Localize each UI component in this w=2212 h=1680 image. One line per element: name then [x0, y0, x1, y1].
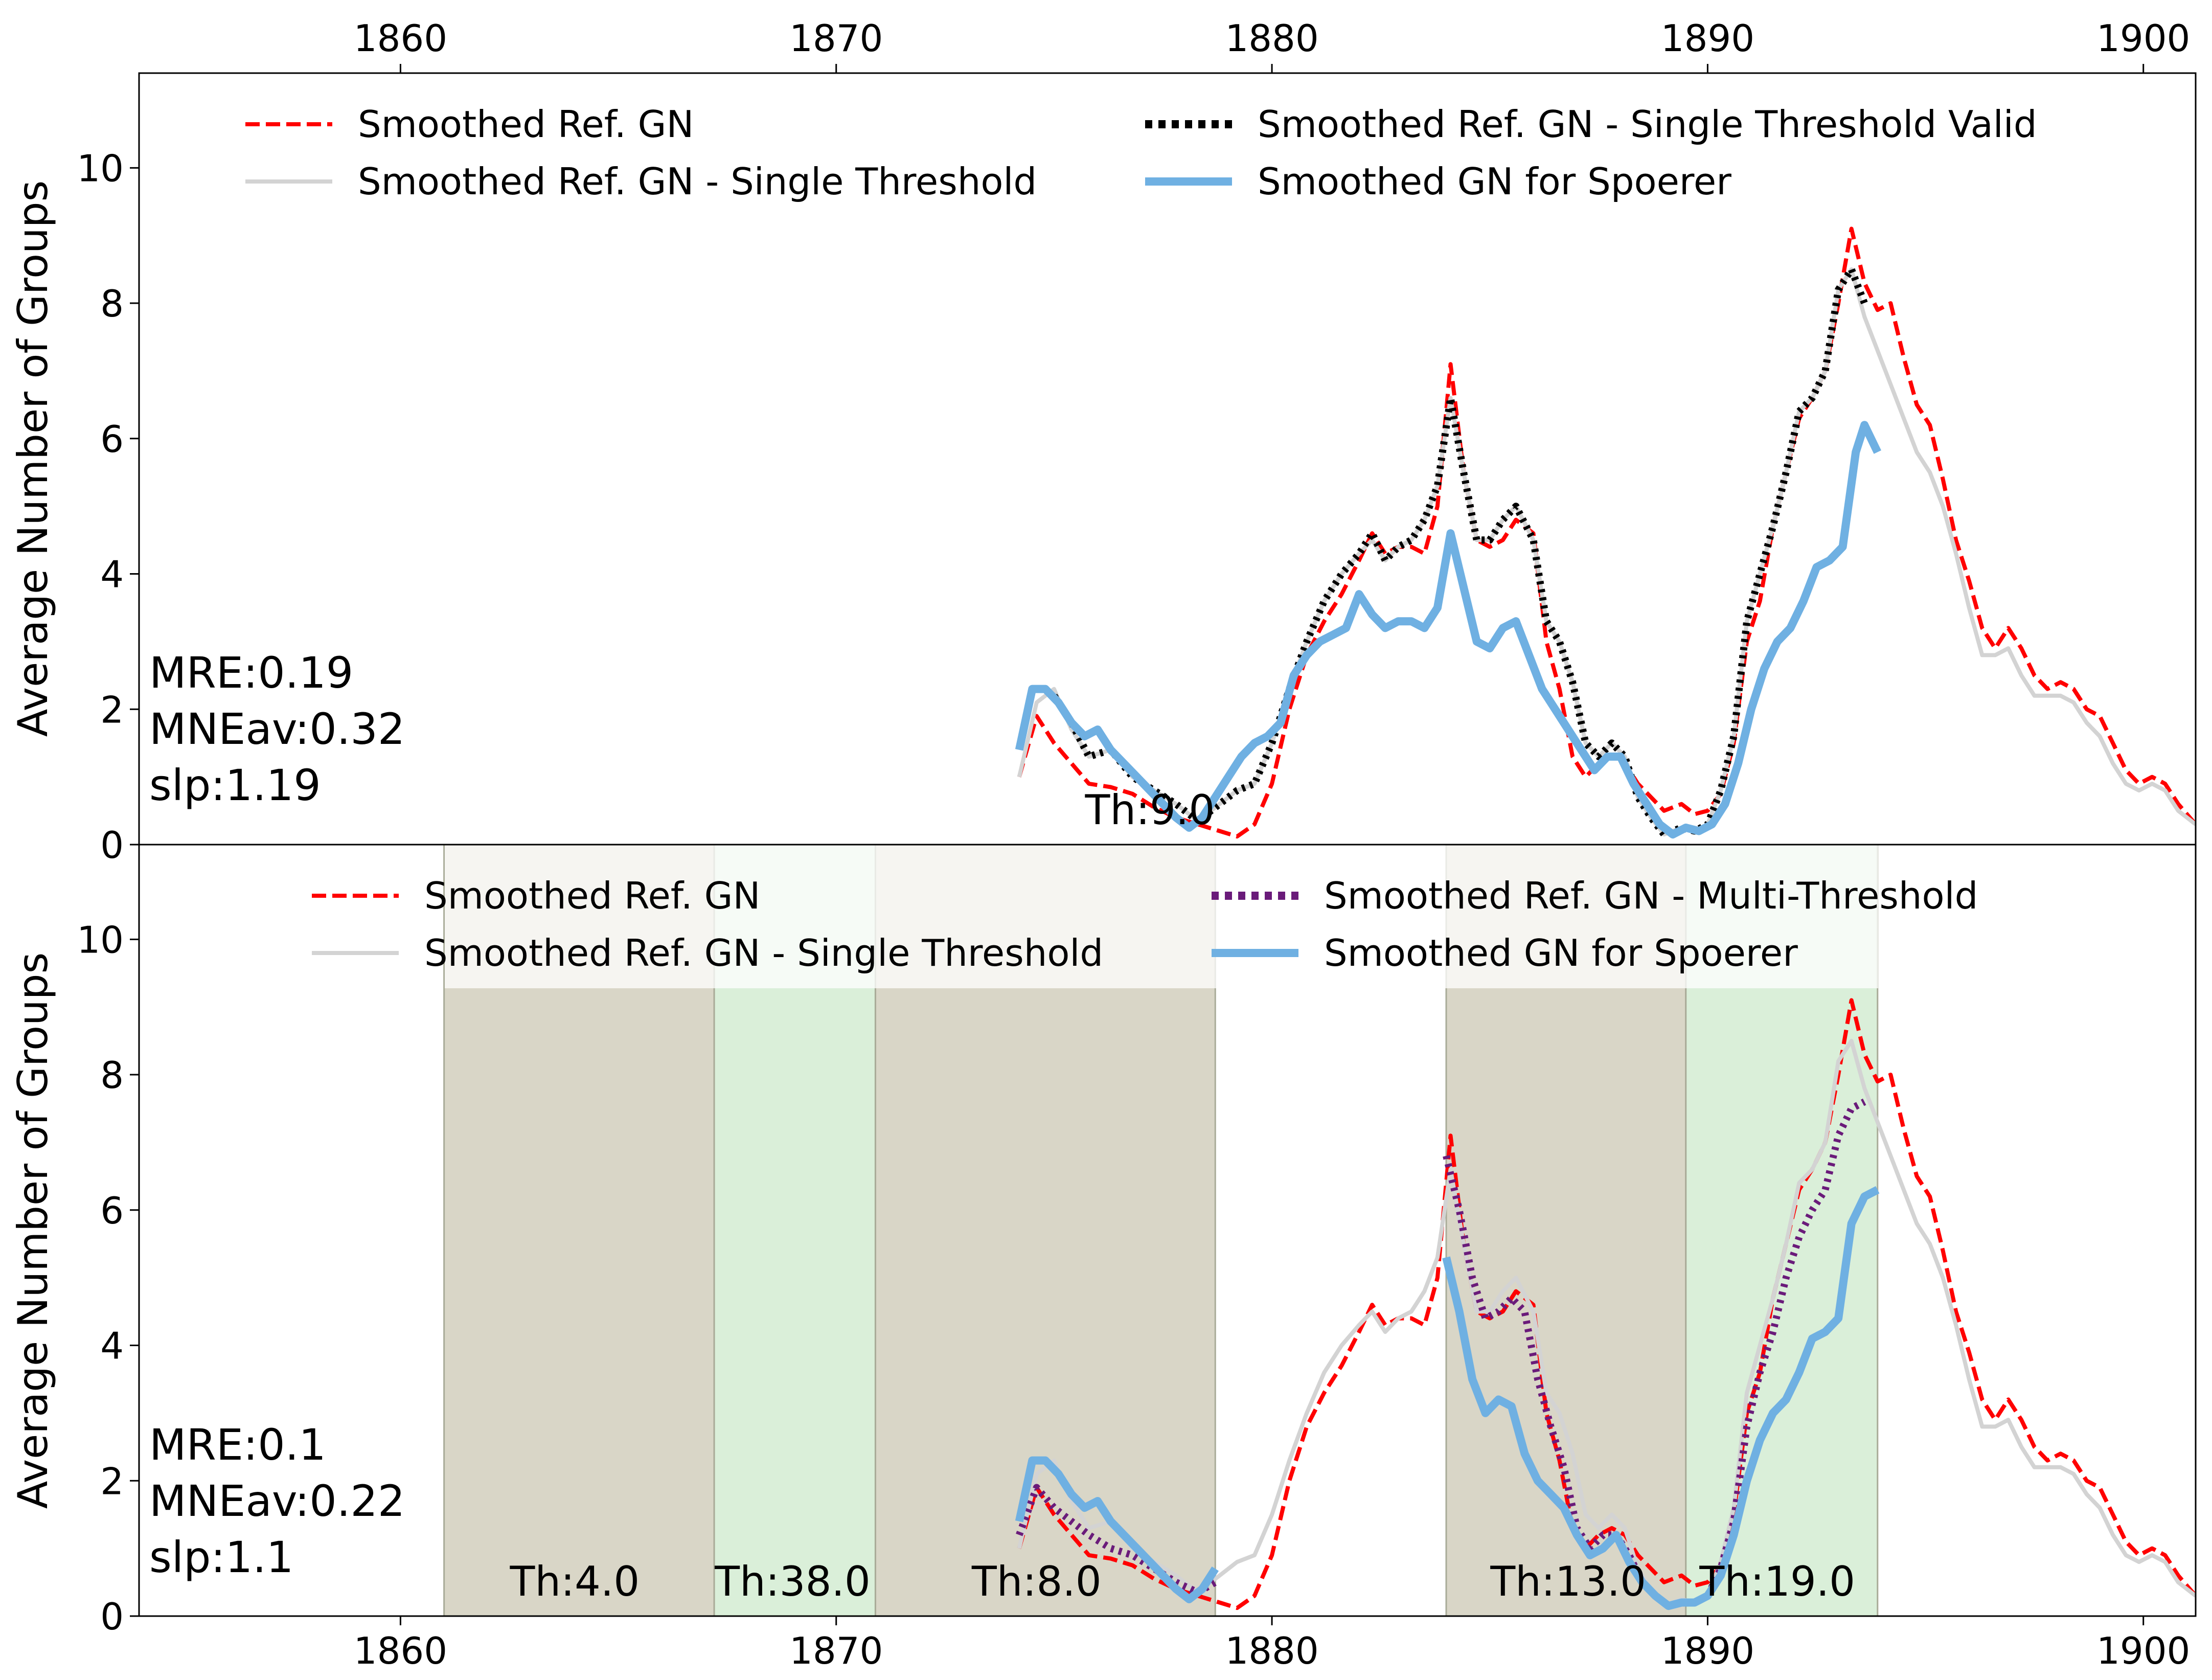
y-tick-label: 0	[100, 1595, 124, 1638]
series-line-smoothed-gn-for-spoerer	[1015, 1186, 1880, 1610]
threshold-band-label: Th:4.0	[509, 1558, 640, 1605]
x-tick-label: 1870	[789, 1629, 883, 1672]
x-tick-label: 1860	[354, 17, 447, 60]
legend-label: Smoothed Ref. GN	[424, 874, 760, 917]
y-tick-label: 0	[100, 824, 124, 867]
x-tick-label: 1860	[354, 1629, 447, 1672]
series-line-smoothed-ref-gn	[1017, 226, 2196, 839]
legend-label: Smoothed Ref. GN - Single Threshold	[424, 932, 1103, 974]
stat-text: MRE:0.1	[149, 1420, 326, 1470]
y-tick-label: 10	[77, 147, 124, 190]
stat-text: slp:1.1	[149, 1532, 293, 1582]
threshold-band-label: Th:13.0	[1490, 1558, 1646, 1605]
threshold-band-label: Th:19.0	[1699, 1558, 1855, 1605]
series-lines	[1015, 998, 2196, 1610]
x-tick-label: 1880	[1225, 17, 1318, 60]
y-tick-label: 10	[77, 918, 124, 961]
y-tick-label: 8	[100, 282, 124, 325]
legend-label: Smoothed GN for Spoerer	[1258, 160, 1731, 203]
stat-text: MNEav:0.32	[149, 704, 405, 754]
y-axis-label: Average Number of Groups	[9, 180, 57, 737]
stat-text: MRE:0.19	[149, 648, 353, 698]
stat-text: slp:1.19	[149, 760, 321, 810]
y-tick-label: 4	[100, 553, 124, 596]
legend-label: Smoothed Ref. GN - Multi-Threshold	[1324, 874, 1978, 917]
legend-label: Smoothed Ref. GN - Single Threshold Vali…	[1258, 103, 2037, 146]
x-tick-label: 1890	[1661, 1629, 1754, 1672]
threshold-annotation: Th:9.0	[1085, 786, 1215, 834]
panel-top: 0 2 4 6 8 10 1860 1870 1880 1890 1900 Average Numbe…	[9, 17, 2197, 867]
x-tick-label: 1890	[1661, 17, 1754, 60]
series-line-smoothed-gn-for-spoerer	[1015, 421, 1882, 839]
stat-text: MNEav:0.22	[149, 1476, 405, 1526]
legend-background	[445, 845, 1878, 988]
panel-bottom: 0 2 4 6 8 10 1860 1870 1880 1890 1900 Average Numbe…	[9, 844, 2197, 1672]
y-tick-label: 6	[100, 418, 124, 461]
legend: Smoothed Ref. GN Smoothed Ref. GN - Singl…	[312, 874, 1978, 974]
x-tick-label: 1900	[2096, 1629, 2190, 1672]
series-line-smoothed-ref-gn-single-threshold-valid	[1051, 265, 1868, 838]
legend: Smoothed Ref. GN Smoothed Ref. GN - Singl…	[245, 103, 2037, 203]
series-lines	[1015, 226, 2196, 839]
y-tick-label: 2	[100, 688, 124, 731]
y-tick-label: 6	[100, 1189, 124, 1232]
x-tick-label: 1880	[1225, 1629, 1318, 1672]
legend-label: Smoothed Ref. GN - Single Threshold	[358, 160, 1037, 203]
series-line-smoothed-ref-gn-multi-threshold	[1016, 1098, 1866, 1610]
legend-label: Smoothed GN for Spoerer	[1324, 932, 1798, 974]
plot-frame	[138, 844, 2197, 1617]
y-tick-label: 8	[100, 1054, 124, 1097]
y-tick-label: 2	[100, 1460, 124, 1503]
y-tick-label: 4	[100, 1325, 124, 1368]
y-axis-label: Average Number of Groups	[9, 952, 57, 1509]
threshold-band-label: Th:38.0	[714, 1558, 871, 1605]
x-tick-label: 1900	[2096, 17, 2190, 60]
x-tick-label: 1870	[789, 17, 883, 60]
threshold-band-label: Th:8.0	[971, 1558, 1102, 1605]
legend-label: Smoothed Ref. GN	[358, 103, 694, 146]
series-line-smoothed-ref-gn	[1017, 998, 2196, 1610]
